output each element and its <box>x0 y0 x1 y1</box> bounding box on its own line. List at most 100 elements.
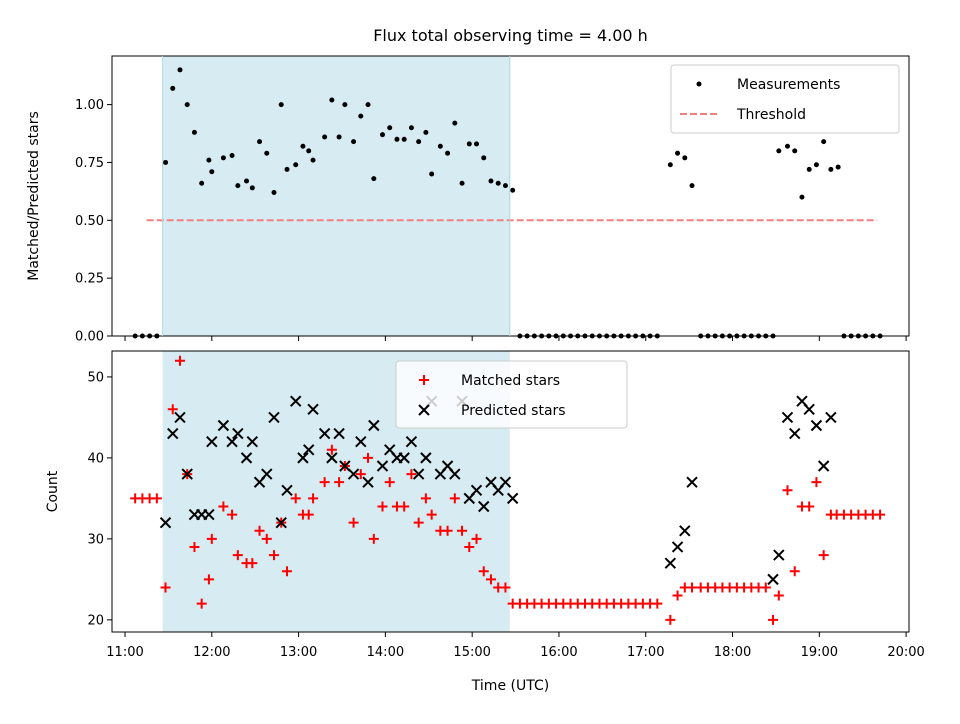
matched-star-point <box>782 485 793 496</box>
predicted-star-point <box>206 435 218 448</box>
matched-star-point <box>426 509 437 520</box>
measurement-point <box>342 102 348 108</box>
measurement-point <box>264 150 270 156</box>
matched-star-point <box>413 517 424 528</box>
top-panel: 0.00 0.25 0.50 0.75 1.00 Matched/Predicted s… <box>26 55 910 345</box>
matched-star-point <box>167 404 178 415</box>
top-axes-frame <box>111 55 910 337</box>
matched-star-point <box>363 452 374 463</box>
matched-star-point <box>442 525 453 536</box>
predicted-star-point <box>240 452 253 464</box>
matched-star-point <box>399 501 410 512</box>
measurement-point <box>510 187 516 193</box>
matched-star-point <box>687 582 698 593</box>
matched-star-point <box>420 493 431 504</box>
measurement-point <box>206 157 212 163</box>
measurement-point <box>682 155 688 161</box>
legend-label-threshold: Threshold <box>736 107 806 123</box>
top-y-axis-label: Matched/Predicted stars <box>26 111 42 281</box>
matched-star-point <box>319 477 330 488</box>
top-highlight-span <box>162 56 510 336</box>
x-tick-label: 11:00 <box>106 645 143 660</box>
legend-label-matched-stars: Matched stars <box>461 373 560 389</box>
x-tick-label: 15:00 <box>453 645 490 660</box>
predicted-star-point <box>174 411 186 424</box>
measurement-point <box>229 153 235 159</box>
bottom-legend-box <box>395 360 628 429</box>
measurement-point <box>163 159 169 165</box>
predicted-star-point <box>398 452 410 464</box>
bottom-data-marks <box>130 355 886 625</box>
predicted-star-point <box>781 411 794 424</box>
y-tick-label: 20 <box>87 613 104 628</box>
measurement-point <box>336 134 342 140</box>
y-tick-label: 1.00 <box>75 98 104 113</box>
predicted-star-point <box>478 500 490 513</box>
matched-star-point <box>818 550 829 561</box>
matched-star-point <box>232 550 243 561</box>
measurement-point <box>429 171 435 177</box>
measurement-point <box>310 157 316 163</box>
legend-marker-measurements <box>696 81 702 87</box>
legend-marker-matched-stars <box>419 375 429 385</box>
measurement-point <box>306 148 312 154</box>
measurement-point <box>813 162 819 168</box>
measurement-point <box>835 164 841 170</box>
predicted-star-point <box>307 403 319 416</box>
predicted-star-point <box>203 508 215 521</box>
matched-star-point <box>672 590 683 601</box>
bottom-x-axis: 11:00 12:00 13:00 14:00 15:00 16:00 17:00 18:00… <box>106 632 925 660</box>
matched-star-point <box>804 501 815 512</box>
measurement-point <box>358 113 364 119</box>
measurement-point <box>365 102 371 108</box>
measurement-point <box>689 183 695 189</box>
predicted-star-point <box>803 403 815 416</box>
measurement-point <box>776 148 782 154</box>
measurement-point <box>452 120 458 126</box>
matched-star-point <box>282 566 293 577</box>
measurement-point <box>792 148 798 154</box>
measurement-point <box>379 132 385 138</box>
matched-star-point <box>254 525 265 536</box>
measurement-point <box>784 143 790 149</box>
x-tick-label: 17:00 <box>627 645 664 660</box>
predicted-star-point <box>368 419 380 432</box>
y-tick-label: 0.50 <box>75 214 104 229</box>
legend-label-predicted-stars: Predicted stars <box>461 403 566 419</box>
matched-star-point <box>368 533 379 544</box>
measurement-point <box>257 139 263 145</box>
measurement-point <box>828 166 834 172</box>
matched-star-point <box>308 493 319 504</box>
predicted-star-point <box>449 468 461 480</box>
chart-title: Flux total observing time = 4.00 h <box>373 26 648 45</box>
matched-star-point <box>377 501 388 512</box>
x-tick-label: 18:00 <box>714 645 751 660</box>
matched-star-point <box>261 533 272 544</box>
measurement-point <box>209 169 215 175</box>
predicted-star-point <box>159 516 172 529</box>
measurement-point <box>667 162 673 168</box>
measurement-point <box>466 141 472 147</box>
predicted-star-point <box>289 395 302 407</box>
matched-star-point <box>206 533 217 544</box>
predicted-star-point <box>499 476 512 488</box>
matched-star-point <box>471 533 482 544</box>
measurement-point <box>184 102 190 108</box>
predicted-star-point <box>405 435 418 448</box>
predicted-star-point <box>355 435 367 448</box>
measurement-point <box>394 136 400 142</box>
matched-star-point <box>174 355 185 366</box>
matched-star-point <box>875 509 886 520</box>
measurement-point <box>249 185 255 191</box>
predicted-star-point <box>167 427 179 440</box>
predicted-star-point <box>226 435 238 448</box>
predicted-star-point <box>232 427 244 440</box>
predicted-star-point <box>679 525 691 537</box>
predicted-star-point <box>281 484 293 496</box>
matched-star-point <box>355 469 366 480</box>
measurement-point <box>481 155 487 161</box>
measurement-point <box>806 166 812 172</box>
predicted-star-point <box>671 541 684 553</box>
matched-star-point <box>303 509 314 520</box>
top-legend: Measurements Threshold <box>670 64 900 134</box>
